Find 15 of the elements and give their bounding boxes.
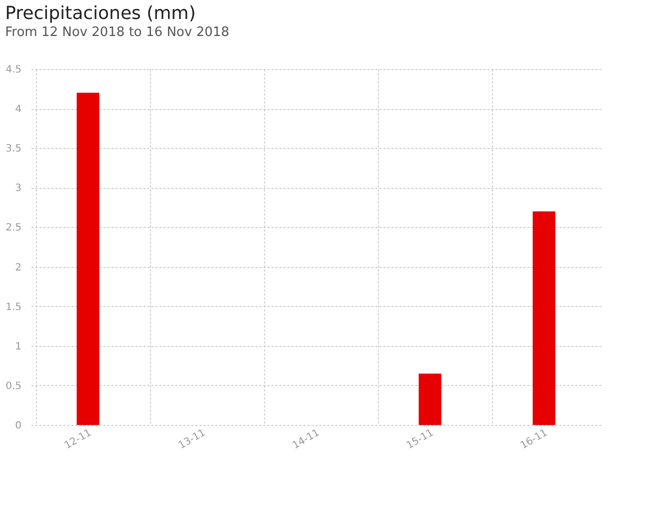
y-tick-label: 0	[15, 420, 22, 432]
bar	[532, 211, 556, 425]
y-tick-label: 1	[15, 341, 22, 352]
bar	[76, 92, 100, 425]
y-tick-label: 2.5	[6, 222, 22, 234]
y-tick-label: 2	[15, 262, 22, 274]
y-tick-label: 0.5	[6, 380, 22, 392]
chart-subtitle: From 12 Nov 2018 to 16 Nov 2018	[5, 25, 230, 40]
y-tick-label: 4.5	[6, 64, 22, 76]
y-tick-label: 3	[15, 183, 22, 194]
y-tick-label: 1.5	[6, 302, 22, 313]
y-tick-label: 3.5	[6, 144, 22, 155]
bar	[418, 374, 442, 425]
y-tick-label: 4	[15, 104, 22, 116]
chart-title: Precipitaciones (mm)	[5, 3, 196, 24]
